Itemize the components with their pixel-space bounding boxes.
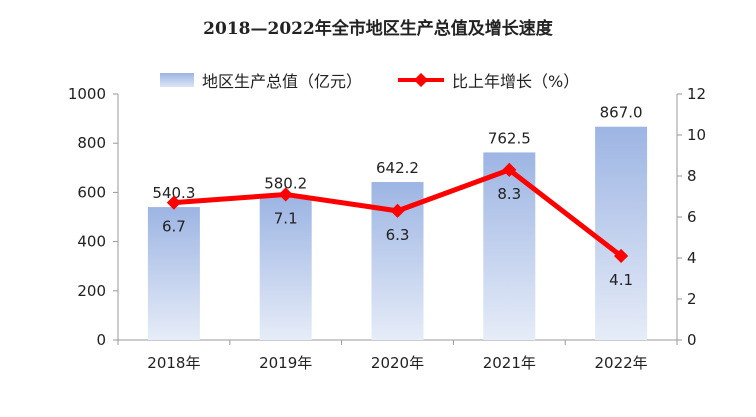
y-right-tick-label: 6 xyxy=(687,208,697,226)
legend: 地区生产总值（亿元） 比上年增长（%） xyxy=(160,68,615,92)
chart-title: 2018—2022年全市地区生产总值及增长速度 xyxy=(203,19,553,39)
x-tick-label: 2018年 xyxy=(147,354,200,372)
y-right-tick-label: 2 xyxy=(687,290,697,308)
gdp-bar-label: 867.0 xyxy=(600,104,643,122)
y-right-tick-label: 10 xyxy=(687,126,706,144)
growth-line-layer xyxy=(166,162,629,264)
bar-labels: 540.3 580.2 642.2 762.5 867.0 xyxy=(152,104,642,202)
legend-label-gdp: 地区生产总值（亿元） xyxy=(202,72,363,91)
legend-item-growth: 比上年增长（%） xyxy=(398,68,579,92)
y-right-tick-label: 12 xyxy=(687,85,706,103)
gdp-bar xyxy=(595,126,648,340)
gdp-bar xyxy=(147,207,200,340)
gdp-bar-label: 762.5 xyxy=(488,129,531,147)
legend-item-gdp: 地区生产总值（亿元） xyxy=(160,68,362,92)
growth-marker xyxy=(614,248,629,264)
growth-marker xyxy=(390,203,405,218)
y-left-tick-label: 0 xyxy=(96,331,106,349)
y-left-tick-label: 1000 xyxy=(68,85,106,103)
growth-marker xyxy=(166,195,181,210)
growth-label: 7.1 xyxy=(274,209,298,227)
gdp-bar-label: 580.2 xyxy=(264,174,307,192)
gdp-bar xyxy=(483,152,536,340)
line-labels: 6.7 7.1 6.3 8.3 4.1 xyxy=(162,185,633,289)
growth-label: 6.3 xyxy=(386,226,410,244)
gdp-bar-label: 642.2 xyxy=(376,159,419,177)
y-right-tick-label: 4 xyxy=(687,249,697,267)
growth-label: 6.7 xyxy=(162,218,186,236)
y-right-tick-label: 0 xyxy=(687,331,697,349)
gdp-bar xyxy=(259,197,312,340)
x-tick-label: 2019年 xyxy=(259,354,312,372)
legend-bar-swatch xyxy=(160,73,194,87)
legend-line-swatch xyxy=(398,73,445,87)
legend-label-growth: 比上年增长（%） xyxy=(452,72,580,91)
x-tick-label: 2022年 xyxy=(595,354,648,372)
growth-label: 4.1 xyxy=(609,271,633,289)
gdp-bar-label: 540.3 xyxy=(152,184,195,202)
x-tick-label: 2020年 xyxy=(371,354,424,372)
growth-marker xyxy=(278,187,293,202)
growth-label: 8.3 xyxy=(497,185,521,203)
y-left-tick-label: 600 xyxy=(77,183,106,201)
y-right-tick-label: 8 xyxy=(687,167,697,185)
y-left-tick-label: 800 xyxy=(77,134,106,152)
growth-marker xyxy=(502,162,517,177)
x-tick-label: 2021年 xyxy=(483,354,536,372)
y-left-tick-label: 400 xyxy=(77,233,106,251)
axes: 0 200 400 600 800 1000 0 2 4 6 8 10 12 2018年 2019年 2020… xyxy=(68,85,706,372)
y-left-tick-label: 200 xyxy=(77,282,106,300)
